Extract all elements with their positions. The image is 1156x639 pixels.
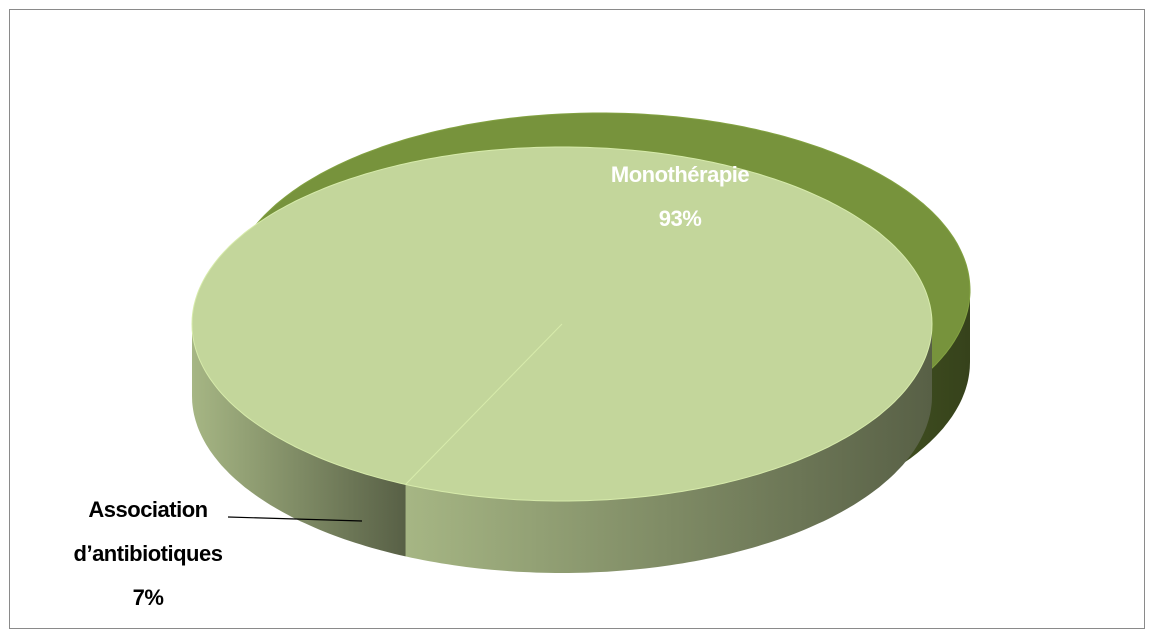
leader-line [227, 516, 363, 522]
slice [191, 146, 933, 502]
slice-side [192, 324, 406, 557]
slice-side [405, 324, 933, 573]
category-label: Association d’antibiotiques [73, 497, 223, 566]
chart-frame [9, 9, 1145, 629]
slice-label: Association d’antibiotiques 7% [48, 488, 248, 620]
value-label: 7% [132, 585, 164, 610]
slice-label: Monothérapie 93% [520, 153, 840, 241]
value-label: 93% [658, 206, 702, 231]
category-label: Monothérapie [610, 162, 750, 187]
